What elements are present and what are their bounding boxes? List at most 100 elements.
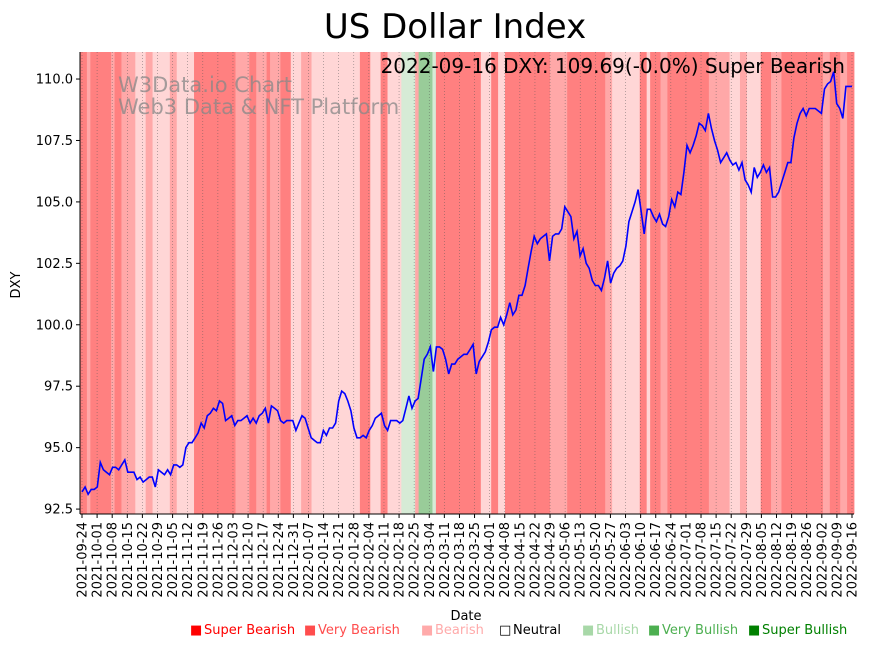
band-bearish-53 [840,52,848,514]
x-tick-label: 2022-08-05 [755,522,770,598]
band-bearish-1 [86,52,91,514]
legend: ■ Super Bearish ■ Very Bearish ■ Bearish □ Neut… [190,623,847,638]
band-very_bearish-11 [194,52,236,514]
x-tick-label: 2021-11-26 [211,522,226,598]
band-very_bearish-36 [567,52,606,514]
band-very_bearish-24 [380,52,388,514]
band-very_bearish-34 [505,52,551,514]
x-tick-label: 2022-06-03 [619,522,634,598]
band-bearish-42 [660,52,668,514]
band-bullish-29 [432,52,437,514]
legend-label-6: Super Bullish [762,623,847,638]
x-tick-label: 2022-07-01 [679,522,694,598]
legend-marker-0: ■ [190,623,202,638]
legend-label-2: Bearish [435,623,484,638]
y-tick-label: 105.0 [36,195,73,210]
band-very_bullish-28 [418,52,433,514]
band-very_bearish-39 [639,52,648,514]
x-tick-label: 2022-04-22 [528,522,543,598]
band-neutral-47 [746,52,762,514]
x-tick-label: 2022-04-08 [498,522,513,598]
x-tick-label: 2022-01-28 [347,522,362,598]
legend-label-5: Very Bullish [662,623,738,638]
band-very_bearish-48 [760,52,772,514]
band-very_bearish-15 [266,52,271,514]
x-tick-label: 2022-05-27 [604,522,619,598]
x-tick-label: 2021-09-24 [76,522,91,598]
legend-marker-4: ■ [582,623,594,638]
x-tick-label: 2022-02-11 [377,522,392,598]
y-tick-label: 100.0 [36,318,73,333]
band-very_bearish-54 [847,52,855,514]
band-neutral-21 [342,52,361,514]
x-tick-label: 2021-10-22 [136,522,151,598]
watermark-line-1: W3Data.io Chart [118,73,292,97]
band-very_bearish-50 [781,52,824,514]
x-tick-label: 2021-12-10 [242,522,257,598]
band-neutral-6 [135,52,147,514]
band-very_bearish-32 [491,52,499,514]
x-tick-label: 2022-05-20 [589,522,604,598]
y-tick-label: 95.0 [44,441,73,456]
x-tick-label: 2022-08-12 [770,522,785,598]
x-tick-label: 2022-03-25 [468,522,483,598]
x-tick-label: 2022-04-15 [513,522,528,598]
x-tick-label: 2021-10-15 [121,522,136,598]
x-tick-label: 2021-11-05 [166,522,181,598]
band-bearish-46 [739,52,748,514]
legend-marker-2: ■ [421,623,433,638]
band-neutral-18 [290,52,302,514]
y-tick-label: 97.5 [44,380,73,395]
x-axis-ticks: 2021-09-24 2021-10-01 2021-10-08 2021-10-15… [76,514,861,598]
band-neutral-20 [311,52,344,514]
band-very_bearish-22 [359,52,371,514]
x-tick-label: 2022-01-14 [317,522,332,598]
x-tick-label: 2021-10-29 [151,522,166,598]
x-tick-label: 2022-03-04 [423,522,438,598]
x-tick-label: 2022-06-10 [634,522,649,598]
band-very_bearish-52 [829,52,841,514]
band-bearish-5 [121,52,136,514]
legend-marker-6: ■ [748,623,760,638]
x-tick-label: 2022-05-13 [574,522,589,598]
x-tick-label: 2022-06-17 [649,522,664,598]
watermark-line-2: Web3 Data & NFT Platform [118,95,399,119]
x-tick-label: 2022-04-29 [544,522,559,598]
legend-label-0: Super Bearish [204,623,295,638]
legend-marker-5: ■ [648,623,660,638]
x-tick-label: 2021-10-08 [106,522,121,598]
y-axis-ticks: 92.5 95.0 97.5 100.0 102.5 105.0 107.5 110.0 [36,73,80,518]
legend-label-1: Very Bearish [318,623,400,638]
x-tick-label: 2022-09-02 [815,522,830,598]
x-tick-label: 2022-07-29 [740,522,755,598]
x-tick-label: 2022-02-25 [408,522,423,598]
x-tick-label: 2022-03-18 [453,522,468,598]
x-tick-label: 2022-08-19 [785,522,800,598]
band-very_bearish-13 [249,52,257,514]
x-tick-label: 2022-01-21 [332,522,347,598]
x-tick-label: 2022-08-26 [800,522,815,598]
band-neutral-38 [612,52,641,514]
band-bearish-37 [605,52,613,514]
band-bullish-26 [401,52,416,514]
band-bearish-51 [822,52,831,514]
x-tick-label: 2022-07-08 [695,522,710,598]
band-very_bearish-30 [435,52,482,514]
sentiment-bands [80,52,855,514]
legend-marker-3: □ [499,623,511,638]
band-very_bearish-0 [80,52,88,514]
band-neutral-25 [387,52,402,514]
axes [79,52,854,515]
weekly-gridlines [81,52,853,514]
x-tick-label: 2022-07-22 [725,522,740,598]
x-tick-label: 2022-09-16 [846,522,861,598]
x-tick-label: 2021-10-01 [91,522,106,598]
band-bearish-35 [549,52,568,514]
y-tick-label: 110.0 [36,73,73,88]
x-axis-label: Date [450,609,481,624]
band-neutral-10 [176,52,195,514]
band-bearish-19 [301,52,312,514]
y-tick-label: 102.5 [36,257,73,272]
x-tick-label: 2022-07-15 [710,522,725,598]
